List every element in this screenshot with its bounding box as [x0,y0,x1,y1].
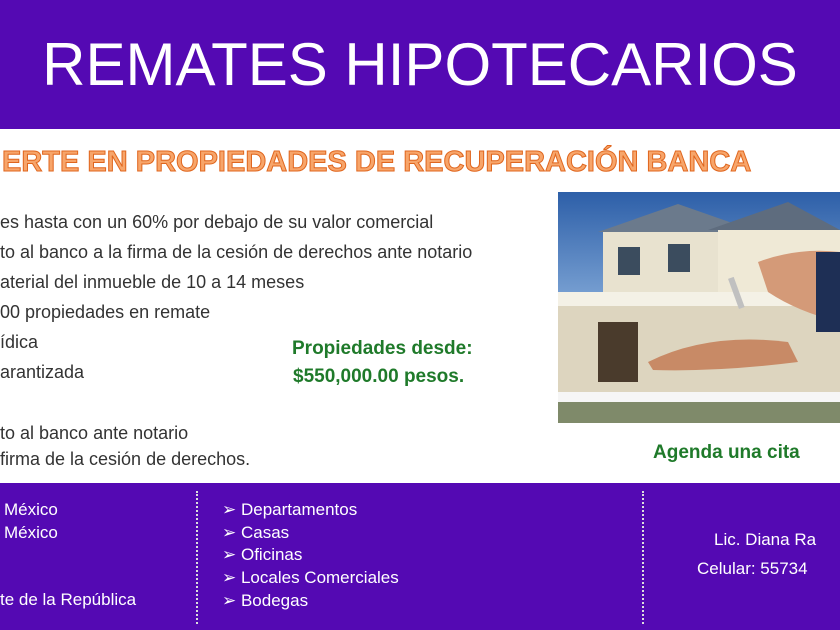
property-type: Bodegas [240,591,309,610]
benefit-line: es hasta con un 60% por debajo de su val… [0,212,434,232]
property-type: Casas [240,523,290,542]
house-keys-photo [558,192,840,423]
house-illustration [558,202,840,423]
benefit-line: to al banco a la firma de la cesión de d… [0,242,473,262]
benefit-line: firma de la cesión de derechos. [0,449,251,469]
location-item: te de la República [0,590,137,609]
divider [642,491,644,624]
benefit-line: 00 propiedades en remate [0,302,211,322]
property-type: Locales Comerciales [240,568,399,587]
contact-phone: Celular: 55734 [697,559,808,578]
price-value: $550,000.00 pesos. [293,366,465,387]
header-banner: REMATES HIPOTECARIOS [0,0,840,129]
arrow-bullet-icon: ➢ [222,545,241,564]
arrow-bullet-icon: ➢ [222,500,241,519]
property-type: Oficinas [240,545,303,564]
benefit-line: arantizada [0,362,85,382]
location-item: México [4,523,58,542]
price-label: Propiedades desde: [292,338,473,359]
subtitle: ERTE EN PROPIEDADES DE RECUPERACIÓN BANC… [2,146,752,179]
location-item: México [4,500,58,519]
cta-text[interactable]: Agenda una cita [653,442,800,463]
property-type: Departamentos [240,500,358,519]
divider [196,491,198,624]
arrow-bullet-icon: ➢ [222,591,241,610]
benefit-line: to al banco ante notario [0,423,189,443]
arrow-bullet-icon: ➢ [222,568,241,587]
benefit-line: ídica [0,332,39,352]
page-title: REMATES HIPOTECARIOS [42,31,798,98]
arrow-bullet-icon: ➢ [222,523,241,542]
footer: México México te de la República ➢ Depar… [0,483,840,630]
contact-name: Lic. Diana Ra [714,530,817,549]
benefit-line: aterial del inmueble de 10 a 14 meses [0,272,305,292]
